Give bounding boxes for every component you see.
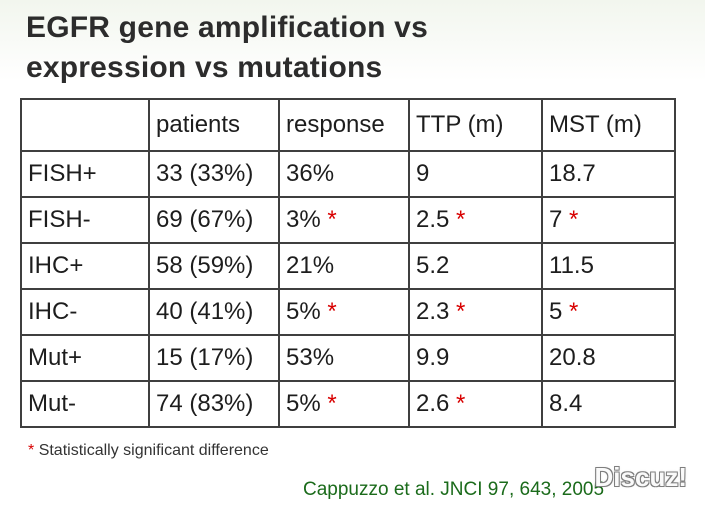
ttp-value: 2.3 [416,298,450,325]
significance-marker: * [456,390,466,417]
footnote-text: Statistically significant difference [38,442,269,459]
ttp-cell: 9.9 [408,334,543,382]
response-value: 5% [286,298,321,325]
patients-cell: 58 (59%) [148,242,280,290]
table-row-ihc-positive: IHC+ 58 (59%) 21% 5.2 11.5 [20,242,676,290]
significance-marker: * [456,206,466,233]
response-cell: 5% * [278,288,410,336]
significance-marker: * [327,298,337,325]
title-line-2: expression vs mutations [26,51,383,84]
footnote-star: * [28,442,35,459]
row-label: FISH- [20,196,150,244]
mst-cell: 18.7 [541,150,676,198]
mst-cell: 7 * [541,196,676,244]
significance-marker: * [327,390,337,417]
patients-cell: 69 (67%) [148,196,280,244]
response-value: 5% [286,390,321,417]
citation: Cappuzzo et al. JNCI 97, 643, 2005 [303,479,605,500]
response-cell: 21% [278,242,410,290]
header-response: response [278,98,410,152]
response-cell: 3% * [278,196,410,244]
header-patients: patients [148,98,280,152]
significance-marker: * [456,298,466,325]
ttp-cell: 2.6 * [408,380,543,428]
header-mst: MST (m) [541,98,676,152]
mst-cell: 20.8 [541,334,676,382]
response-cell: 5% * [278,380,410,428]
row-label: IHC+ [20,242,150,290]
patients-cell: 74 (83%) [148,380,280,428]
row-label: Mut- [20,380,150,428]
significance-marker: * [569,206,579,233]
footnote: * Statistically significant difference [28,440,528,462]
header-row: patients response TTP (m) MST (m) [20,98,676,152]
title-line-1: EGFR gene amplification vs [26,11,428,44]
results-table-container: patients response TTP (m) MST (m) FISH+ … [20,98,676,428]
patients-cell: 33 (33%) [148,150,280,198]
header-blank [20,98,150,152]
ttp-value: 2.6 [416,390,450,417]
row-label: IHC- [20,288,150,336]
mst-cell: 5 * [541,288,676,336]
table-row-fish-negative: FISH- 69 (67%) 3% * 2.5 * 7 * [20,196,676,244]
significance-marker: * [327,206,337,233]
table-row-mut-negative: Mut- 74 (83%) 5% * 2.6 * 8.4 [20,380,676,428]
mst-cell: 8.4 [541,380,676,428]
results-table: patients response TTP (m) MST (m) FISH+ … [20,98,676,428]
ttp-cell: 9 [408,150,543,198]
ttp-value: 2.5 [416,206,450,233]
ttp-cell: 2.3 * [408,288,543,336]
table-row-ihc-negative: IHC- 40 (41%) 5% * 2.3 * 5 * [20,288,676,336]
table-row-mut-positive: Mut+ 15 (17%) 53% 9.9 20.8 [20,334,676,382]
table-row-fish-positive: FISH+ 33 (33%) 36% 9 18.7 [20,150,676,198]
ttp-cell: 2.5 * [408,196,543,244]
mst-value: 5 [549,298,563,325]
mst-cell: 11.5 [541,242,676,290]
mst-value: 7 [549,206,563,233]
patients-cell: 15 (17%) [148,334,280,382]
response-cell: 53% [278,334,410,382]
significance-marker: * [569,298,579,325]
row-label: Mut+ [20,334,150,382]
patients-cell: 40 (41%) [148,288,280,336]
slide-title: EGFR gene amplification vs expression vs… [26,8,676,88]
row-label: FISH+ [20,150,150,198]
response-value: 3% [286,206,321,233]
header-ttp: TTP (m) [408,98,543,152]
ttp-cell: 5.2 [408,242,543,290]
response-cell: 36% [278,150,410,198]
